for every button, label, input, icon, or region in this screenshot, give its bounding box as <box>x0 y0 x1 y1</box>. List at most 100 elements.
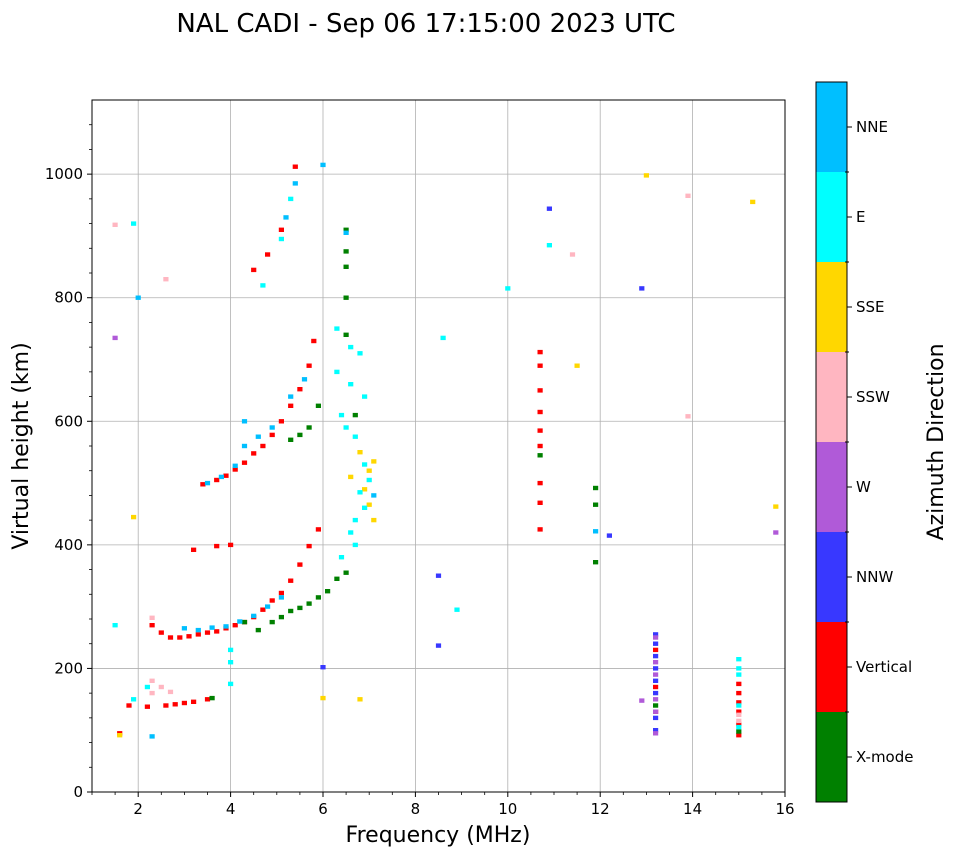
point-nne <box>209 625 215 630</box>
point-vertical <box>306 543 312 549</box>
point-vertical <box>537 527 543 532</box>
point-x-mode <box>297 432 303 438</box>
y-axis: 0 200 400 600 800 1000 <box>45 124 92 801</box>
point-nne <box>371 493 377 498</box>
point-vertical <box>126 703 132 708</box>
point-ssw <box>112 222 118 227</box>
point-e <box>362 394 368 399</box>
colorbar-swatch <box>816 82 847 172</box>
point-e <box>736 666 742 671</box>
point-e <box>131 221 137 226</box>
point-vertical <box>288 578 294 583</box>
point-nnw <box>639 286 645 291</box>
point-nne <box>237 619 243 624</box>
point-vertical <box>228 542 234 548</box>
point-x-mode <box>343 332 349 337</box>
point-e <box>362 462 368 467</box>
point-x-mode <box>288 437 294 442</box>
point-sse <box>357 697 363 702</box>
point-vertical <box>315 527 321 532</box>
point-e <box>505 286 511 291</box>
point-nne <box>265 604 271 609</box>
point-vertical <box>537 349 543 355</box>
point-nnw <box>653 641 659 646</box>
point-e <box>362 505 368 510</box>
colorbar-category-label: X-mode <box>856 748 913 766</box>
point-vertical <box>232 467 238 472</box>
point-sse <box>773 504 779 509</box>
point-vertical <box>241 460 248 465</box>
point-vertical <box>653 684 659 690</box>
point-ssw <box>158 684 164 690</box>
x-tick-label: 6 <box>318 800 328 818</box>
colorbar-swatch <box>816 622 847 712</box>
point-vertical <box>204 697 211 702</box>
point-e <box>144 684 150 690</box>
point-e <box>348 344 354 350</box>
point-e <box>278 236 284 242</box>
point-sse <box>131 514 137 520</box>
point-vertical <box>214 543 220 549</box>
point-w <box>653 672 659 677</box>
x-tick-label: 2 <box>133 800 143 818</box>
point-nne <box>149 734 155 739</box>
point-x-mode <box>315 595 321 600</box>
point-vertical <box>172 702 178 707</box>
point-x-mode <box>334 576 340 581</box>
point-sse <box>574 363 580 368</box>
point-w <box>773 530 779 535</box>
point-vertical <box>653 647 659 653</box>
point-ssw <box>149 678 155 683</box>
point-ssw <box>163 277 169 282</box>
point-e <box>343 425 349 430</box>
x-tick-label: 4 <box>226 800 236 818</box>
point-sse <box>371 459 377 464</box>
point-vertical <box>736 709 742 714</box>
point-vertical <box>537 480 543 486</box>
point-x-mode <box>537 453 543 458</box>
point-vertical <box>163 703 169 708</box>
point-vertical <box>736 721 742 727</box>
point-nnw <box>653 632 659 637</box>
point-vertical <box>537 443 543 449</box>
point-x-mode <box>352 412 358 418</box>
point-sse <box>117 733 123 738</box>
point-vertical <box>232 623 238 628</box>
plot-frame <box>91 99 786 793</box>
point-nne <box>288 394 294 399</box>
point-x-mode <box>343 249 349 254</box>
point-vertical <box>537 409 543 415</box>
colorbar-label: Azimuth Direction <box>924 343 949 540</box>
point-ssw <box>685 193 691 198</box>
point-vertical <box>191 699 197 704</box>
point-x-mode <box>593 502 599 507</box>
point-x-mode <box>653 703 659 708</box>
point-e <box>352 517 358 523</box>
point-vertical <box>260 443 266 449</box>
point-x-mode <box>278 614 284 620</box>
point-nnw <box>435 643 442 648</box>
y-tick-label: 200 <box>54 659 83 677</box>
point-e <box>454 607 460 612</box>
point-x-mode <box>343 570 349 575</box>
point-nne <box>241 419 248 424</box>
point-nnw <box>653 690 659 696</box>
point-ssw <box>149 690 155 696</box>
point-w <box>653 660 659 665</box>
point-vertical <box>144 704 150 709</box>
point-nnw <box>606 533 612 538</box>
point-e <box>357 351 363 356</box>
point-e <box>260 283 266 288</box>
point-x-mode <box>209 695 215 701</box>
point-vertical <box>537 428 543 433</box>
point-e <box>366 477 372 483</box>
point-e <box>334 369 340 375</box>
point-e <box>440 335 446 341</box>
point-x-mode <box>593 485 599 491</box>
point-e <box>348 382 354 387</box>
point-sse <box>750 199 756 205</box>
y-axis-label: Virtual height (km) <box>9 342 34 549</box>
point-vertical <box>297 387 303 392</box>
point-sse <box>371 517 377 523</box>
